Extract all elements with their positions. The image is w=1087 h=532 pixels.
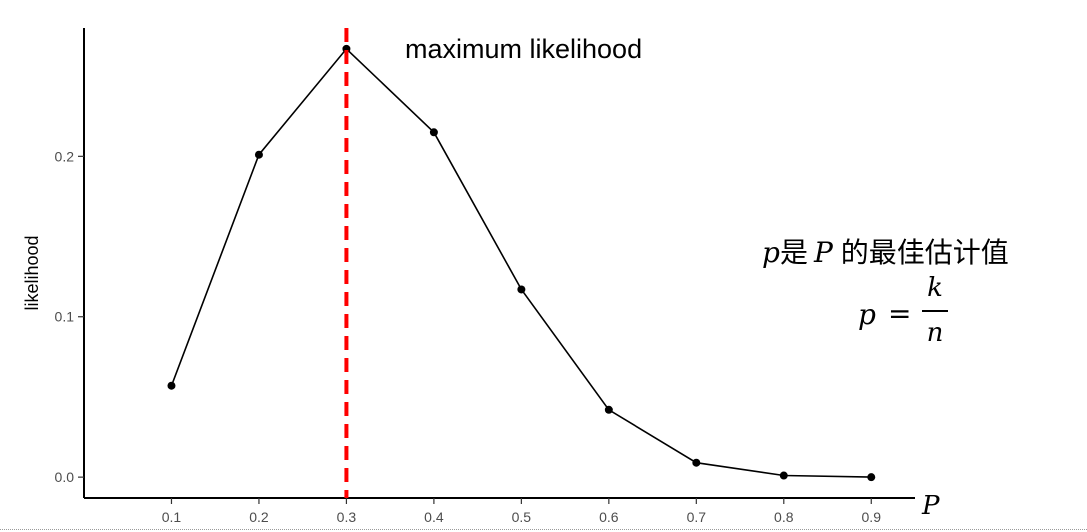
formula-lhs: p xyxy=(858,298,876,331)
x-tick-label: 0.5 xyxy=(512,509,532,525)
x-tick-label: 0.3 xyxy=(337,509,357,525)
x-ticks: 0.1 0.2 0.3 0.4 0.5 0.6 0.7 0.8 0.9 xyxy=(162,498,881,525)
x-tick-label: 0.8 xyxy=(774,509,794,525)
x-tick-label: 0.2 xyxy=(249,509,269,525)
data-point xyxy=(429,128,438,137)
data-point xyxy=(692,458,701,467)
estimate-is: 是 xyxy=(780,236,808,269)
data-point xyxy=(779,471,788,480)
series-layer xyxy=(167,44,876,482)
x-tick-label: 0.4 xyxy=(424,509,444,525)
max-likelihood-annotation: maximum likelihood xyxy=(405,34,642,64)
estimate-p: p xyxy=(762,236,780,269)
bottom-dotted-rule xyxy=(0,529,1087,530)
x-tick-label: 0.6 xyxy=(599,509,619,525)
data-point xyxy=(517,285,526,294)
estimate-annotation: p是 P 的最佳估计值 xyxy=(762,236,1009,269)
formula-denominator: n xyxy=(927,318,944,348)
formula-numerator: k xyxy=(927,273,943,303)
data-point xyxy=(604,405,613,414)
x-tick-label: 0.7 xyxy=(687,509,707,525)
axes xyxy=(83,28,915,499)
y-tick-label: 0.2 xyxy=(55,148,75,164)
y-tick-label: 0.1 xyxy=(55,309,75,325)
x-tick-label: 0.1 xyxy=(162,509,182,525)
data-point xyxy=(867,473,876,482)
data-point xyxy=(254,150,263,159)
y-tick-label: 0.0 xyxy=(55,469,75,485)
y-ticks: 0.0 0.1 0.2 xyxy=(55,148,84,485)
x-tick-label: 0.9 xyxy=(862,509,882,525)
data-point xyxy=(167,381,176,390)
estimate-rest: 的最佳估计值 xyxy=(841,236,1009,269)
formula: p = k n xyxy=(858,273,948,348)
x-axis-title: P xyxy=(921,491,940,521)
estimate-P: P xyxy=(813,236,834,269)
formula-equals: = xyxy=(888,297,911,330)
y-axis-title: likelihood xyxy=(22,235,42,310)
